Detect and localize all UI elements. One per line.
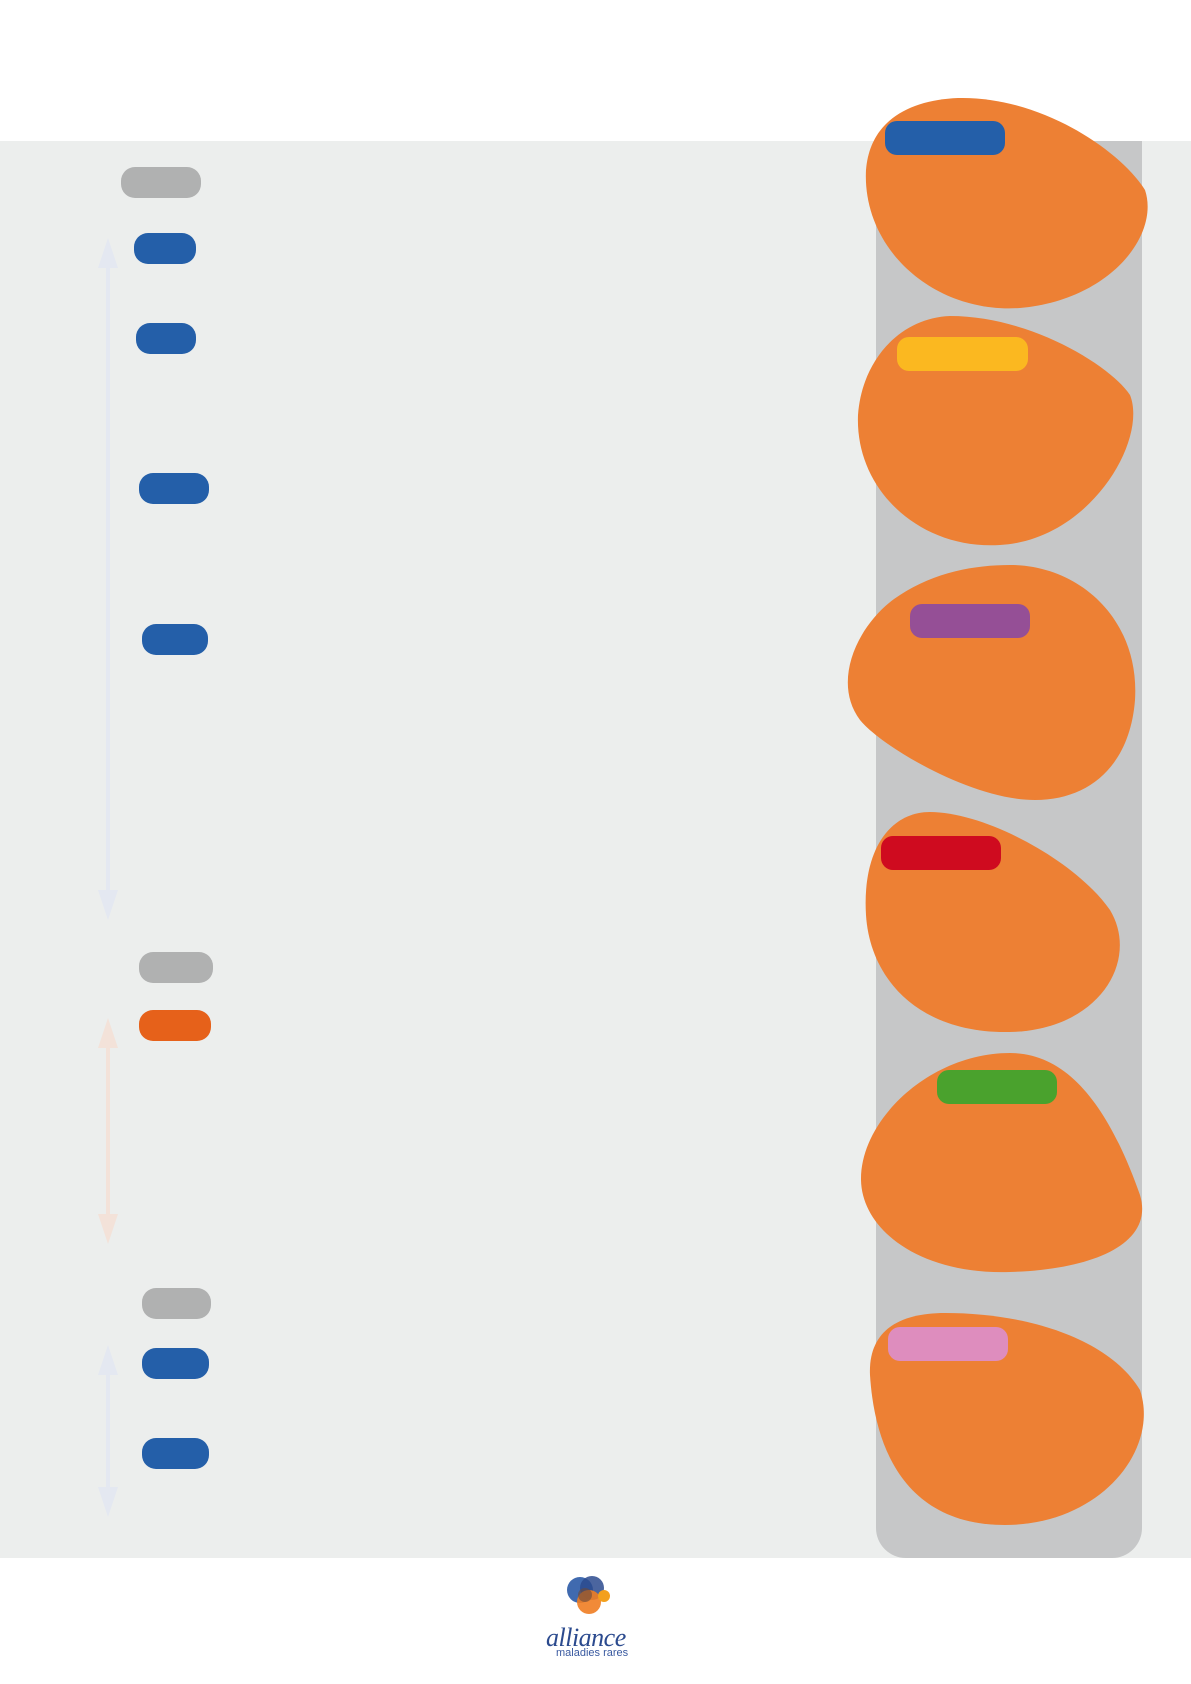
timeline-arrow-2: [98, 1018, 118, 1244]
blob-2: [857, 316, 1134, 546]
blob-tag-yellow: [897, 337, 1028, 371]
blue-tag: [139, 473, 209, 504]
blue-tag: [136, 323, 196, 354]
timeline-arrow-1: [98, 238, 118, 920]
logo-word: alliance: [546, 1623, 626, 1652]
blob-6: [869, 1313, 1144, 1525]
blob-5: [860, 1053, 1143, 1273]
blob-tag-purple: [910, 604, 1030, 638]
blue-tag: [142, 1348, 209, 1379]
alliance-logo: alliance maladies rares: [542, 1570, 642, 1660]
timeline-arrow-3: [98, 1345, 118, 1517]
orange-tag: [139, 1010, 211, 1041]
blue-tag: [142, 624, 208, 655]
blue-tag: [142, 1438, 209, 1469]
blob-tag-red: [881, 836, 1001, 870]
blob-3: [847, 565, 1136, 800]
blob-tag-green: [937, 1070, 1057, 1104]
grey-tag: [121, 167, 201, 198]
grey-tag: [139, 952, 213, 983]
logo-mark-icon: [567, 1576, 610, 1614]
blue-tag: [134, 233, 196, 264]
logo-subtitle: maladies rares: [556, 1647, 629, 1659]
blob-tag-pink: [888, 1327, 1008, 1361]
grey-tag: [142, 1288, 211, 1319]
blob-tag-blue: [885, 121, 1005, 155]
